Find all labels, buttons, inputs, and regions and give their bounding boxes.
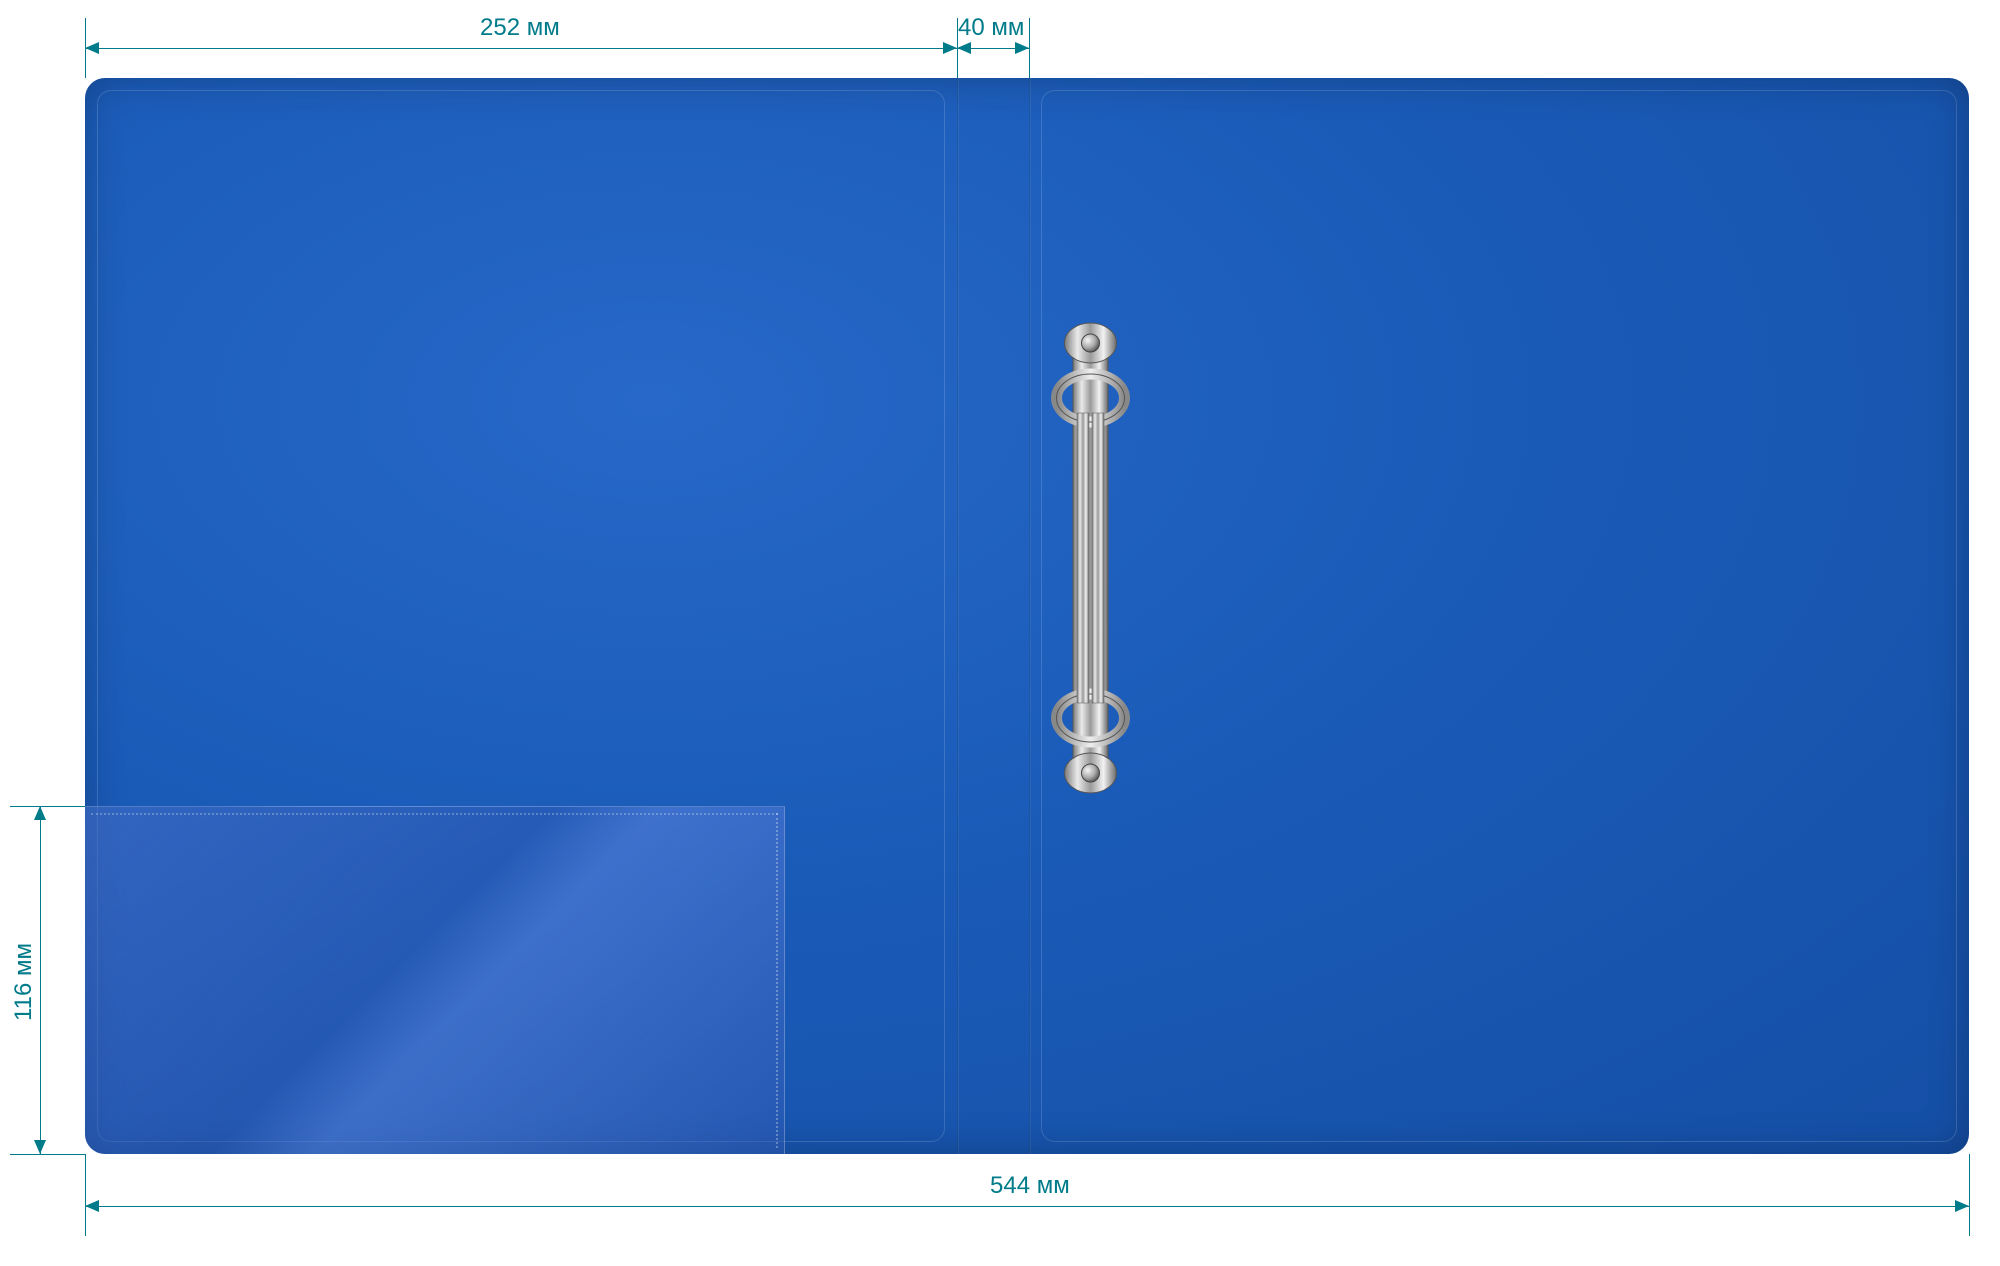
right-panel-emboss <box>1041 90 1957 1142</box>
ext-line-top-mid2 <box>1029 18 1030 78</box>
ext-line-bot-left <box>85 1154 86 1236</box>
pocket-stitch-top <box>91 813 778 815</box>
dim-line-pocket <box>40 806 41 1154</box>
ext-line-bot-right <box>1969 1154 1970 1236</box>
diagram-canvas: 252 мм 40 мм 544 мм 116 мм <box>0 0 2000 1266</box>
dim-label-pocket: 116 мм <box>10 943 38 1021</box>
dim-label-panel: 252 мм <box>480 14 560 42</box>
ring-mechanism <box>1043 313 1138 803</box>
dim-arrow-panel-right <box>943 42 957 54</box>
dim-line-panel <box>85 48 957 49</box>
dim-arrow-pocket-top <box>34 806 46 820</box>
inner-pocket <box>85 806 785 1154</box>
dim-arrow-spine-right <box>1015 42 1029 54</box>
dim-arrow-pocket-bot <box>34 1140 46 1154</box>
spine-crease-right <box>1029 78 1031 1154</box>
binder-body <box>85 78 1969 1154</box>
ext-line-left-top <box>10 806 85 807</box>
dim-label-total: 544 мм <box>990 1172 1070 1200</box>
ext-line-left-bot <box>10 1154 85 1155</box>
dim-arrow-spine-left <box>957 42 971 54</box>
dim-arrow-total-right <box>1955 1200 1969 1212</box>
dim-arrow-total-left <box>85 1200 99 1212</box>
dim-label-spine: 40 мм <box>958 14 1024 42</box>
dim-arrow-panel-left <box>85 42 99 54</box>
pocket-stitch-right <box>776 813 778 1148</box>
dim-line-total <box>85 1206 1969 1207</box>
spine-crease-left <box>957 78 959 1154</box>
ring-mechanism-svg <box>1043 313 1138 803</box>
